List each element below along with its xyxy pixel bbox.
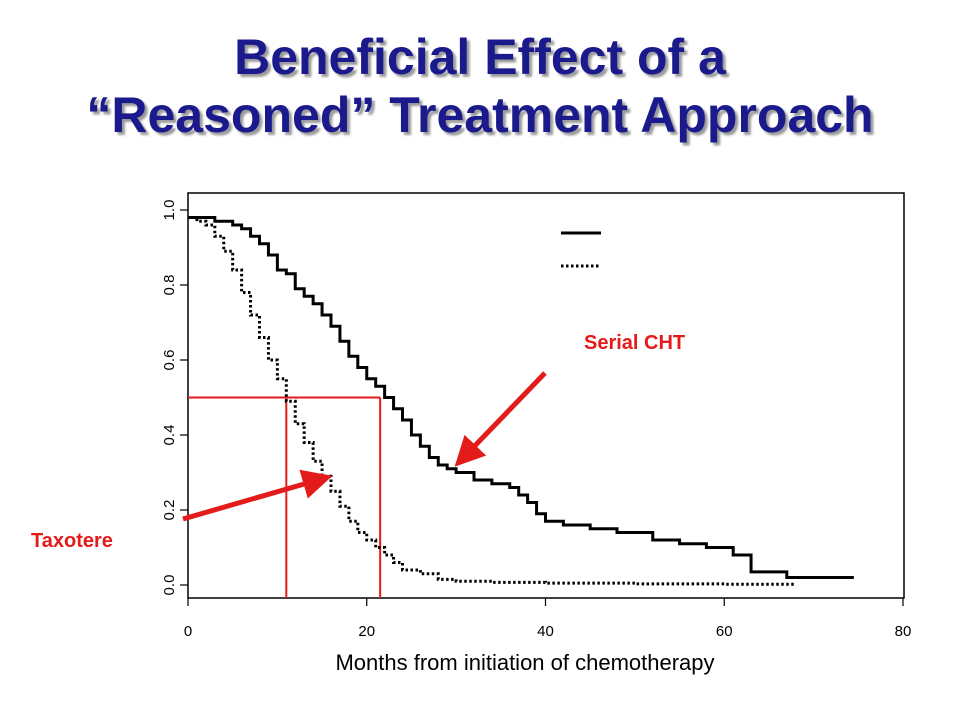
y-tick-label: 0.0 — [161, 575, 178, 596]
taxotere-arrow — [182, 469, 333, 522]
x-tick-label: 40 — [537, 623, 554, 640]
y-tick-label: 1.0 — [161, 200, 178, 221]
y-tick-label: 0.6 — [161, 350, 178, 371]
x-tick-label: 60 — [716, 623, 733, 640]
y-tick-label: 0.8 — [161, 275, 178, 296]
y-tick-label: 0.2 — [161, 500, 178, 521]
serial-arrow — [454, 371, 547, 467]
x-tick-label: 0 — [184, 623, 192, 640]
x-tick-label: 20 — [358, 623, 375, 640]
title-line-2: “Reasoned” Treatment Approach — [86, 87, 874, 143]
slide-title: Beneficial Effect of a “Reasoned” Treatm… — [0, 28, 960, 144]
taxotere-label: Taxotere — [31, 530, 113, 552]
serial-cht-label: Serial CHT — [584, 332, 686, 354]
title-line-1: Beneficial Effect of a — [234, 29, 726, 85]
dotted-survival-curve — [188, 216, 796, 586]
x-tick-label: 80 — [895, 623, 912, 640]
x-axis-label: Months from initiation of chemotherapy — [335, 650, 714, 675]
plot-frame — [187, 192, 905, 599]
solid-survival-curve — [188, 216, 854, 579]
y-tick-label: 0.4 — [161, 425, 178, 446]
